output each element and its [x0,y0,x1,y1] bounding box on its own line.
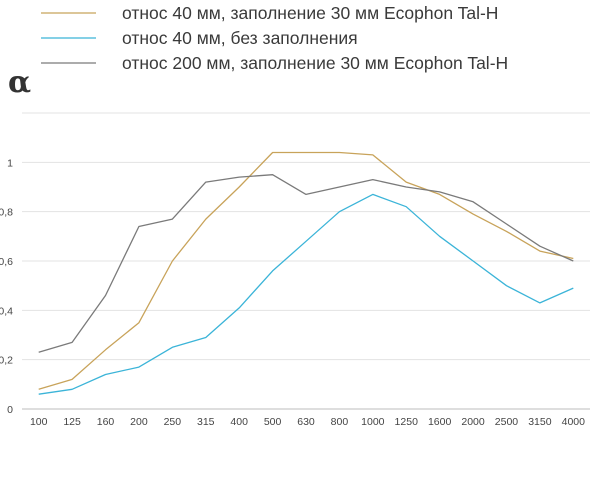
y-tick-label: 0,6 [0,256,13,268]
series-line-1 [38,151,574,390]
series-line-3 [38,174,574,353]
x-tick-label: 1000 [361,416,385,428]
x-tick-label: 1250 [395,416,419,428]
legend-label: относ 40 мм, заполнение 30 мм Ecophon Ta… [122,3,498,23]
legend: относ 40 мм, заполнение 30 мм Ecophon Ta… [41,3,508,73]
x-tick-label: 4000 [562,416,586,428]
x-tick-label: 500 [264,416,282,428]
x-tick-label: 2000 [461,416,485,428]
x-axis-ticks: 100 125 160 200 250 315 400 500 630 800 1000 1250 16… [30,416,585,428]
x-tick-label: 315 [197,416,215,428]
y-tick-label: 1 [7,157,13,169]
legend-label: относ 40 мм, без заполнения [122,28,358,48]
x-tick-label: 800 [331,416,349,428]
legend-label: относ 200 мм, заполнение 30 мм Ecophon T… [122,53,508,73]
x-tick-label: 200 [130,416,148,428]
series-line-2 [38,193,574,395]
x-tick-label: 400 [230,416,248,428]
y-tick-label: 0,2 [0,355,13,367]
x-tick-label: 160 [97,416,115,428]
x-tick-label: 250 [164,416,182,428]
x-tick-label: 2500 [495,416,519,428]
series-lines [38,151,574,395]
y-axis-ticks: 0 0,2 0,4 0,6 0,8 1 [0,157,13,416]
x-tick-label: 100 [30,416,48,428]
x-tick-label: 125 [63,416,81,428]
grid-lines [22,112,590,410]
y-axis-label: α [8,65,31,100]
y-tick-label: 0 [7,404,13,416]
x-tick-label: 3150 [528,416,552,428]
y-tick-label: 0,4 [0,305,13,317]
y-tick-label: 0,8 [0,207,13,219]
x-tick-label: 1600 [428,416,452,428]
x-tick-label: 630 [297,416,315,428]
